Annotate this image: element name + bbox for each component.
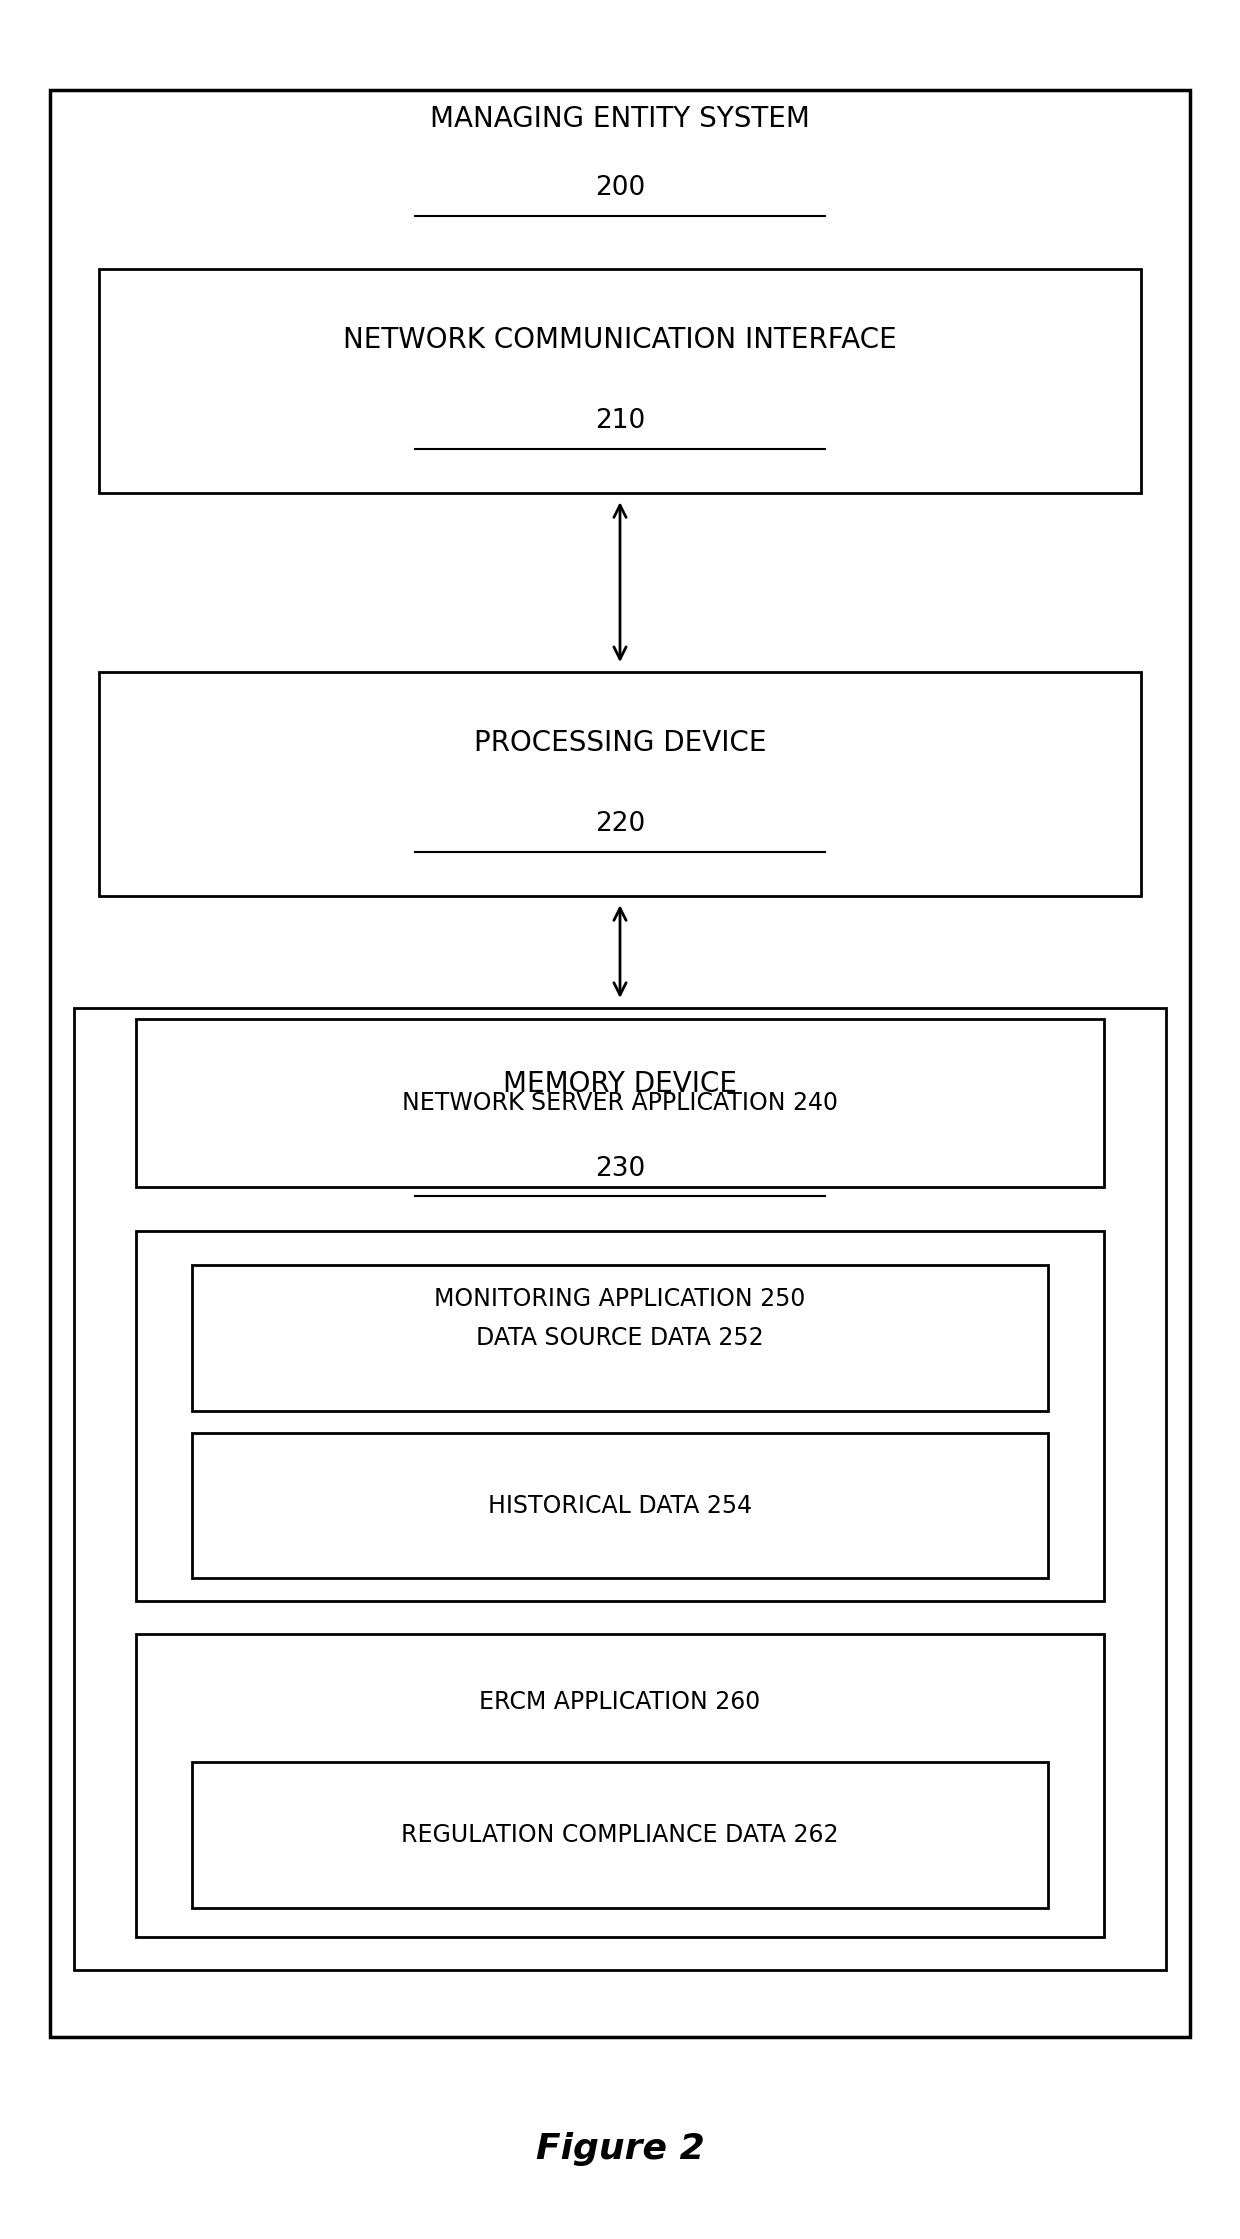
- Text: ERCM APPLICATION 260: ERCM APPLICATION 260: [480, 1690, 760, 1713]
- Text: NETWORK COMMUNICATION INTERFACE: NETWORK COMMUNICATION INTERFACE: [343, 327, 897, 354]
- Text: REGULATION COMPLIANCE DATA 262: REGULATION COMPLIANCE DATA 262: [402, 1823, 838, 1847]
- FancyBboxPatch shape: [136, 1634, 1104, 1937]
- Text: 210: 210: [595, 407, 645, 434]
- Text: 220: 220: [595, 811, 645, 837]
- FancyBboxPatch shape: [74, 1008, 1166, 1970]
- Text: MANAGING ENTITY SYSTEM: MANAGING ENTITY SYSTEM: [430, 105, 810, 132]
- Text: NETWORK SERVER APPLICATION 240: NETWORK SERVER APPLICATION 240: [402, 1090, 838, 1115]
- Text: PROCESSING DEVICE: PROCESSING DEVICE: [474, 730, 766, 757]
- Text: 230: 230: [595, 1155, 645, 1182]
- Text: MONITORING APPLICATION 250: MONITORING APPLICATION 250: [434, 1287, 806, 1310]
- FancyBboxPatch shape: [192, 1762, 1048, 1908]
- FancyBboxPatch shape: [99, 269, 1141, 493]
- FancyBboxPatch shape: [136, 1231, 1104, 1601]
- FancyBboxPatch shape: [50, 90, 1190, 2037]
- Text: DATA SOURCE DATA 252: DATA SOURCE DATA 252: [476, 1325, 764, 1350]
- Text: MEMORY DEVICE: MEMORY DEVICE: [503, 1070, 737, 1097]
- FancyBboxPatch shape: [136, 1019, 1104, 1187]
- FancyBboxPatch shape: [192, 1433, 1048, 1578]
- Text: 200: 200: [595, 175, 645, 202]
- Text: Figure 2: Figure 2: [536, 2132, 704, 2167]
- Text: HISTORICAL DATA 254: HISTORICAL DATA 254: [487, 1493, 753, 1518]
- FancyBboxPatch shape: [192, 1265, 1048, 1411]
- FancyBboxPatch shape: [99, 672, 1141, 896]
